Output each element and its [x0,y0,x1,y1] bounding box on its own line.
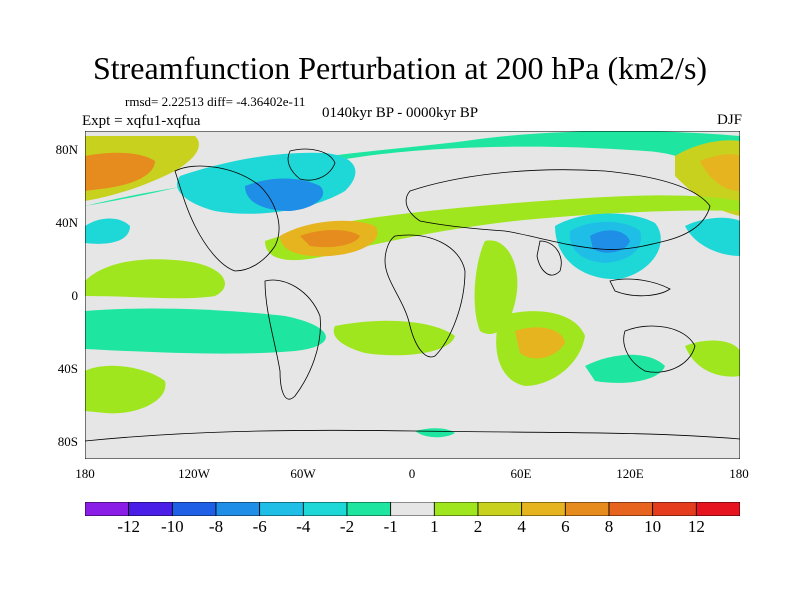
colorbar-label: -2 [339,517,355,536]
period-label: 0140kyr BP - 0000kyr BP [322,105,479,121]
colorbar-label: 8 [604,517,614,536]
colorbar-label: 2 [473,517,483,536]
colorbar-segment [521,502,566,516]
coast-maritime-asia [609,278,671,297]
contour-neg-north-core [245,178,324,211]
colorbar-segment [128,502,173,516]
coast-antarctica [85,429,740,442]
colorbar-segment [390,502,435,516]
colorbar-segment [259,502,304,516]
contour-neg-north-band [85,131,740,206]
coast-south-america [264,279,321,400]
coast-india [536,240,562,276]
contour-pos-subtropic-pacific [85,259,225,299]
contour-pos-south-pacific-east [685,340,740,377]
colorbar-segment [302,502,348,516]
colorbar-label: 6 [561,517,570,536]
contour-pos-south-atlantic [333,320,455,356]
y-tick-80s: 80S [57,434,78,449]
y-tick-0: 0 [71,288,79,303]
colorbar-label: 10 [644,517,662,536]
contour-pos-midlat-band [265,195,740,261]
streamfunction-map [85,131,740,459]
y-tick-40n: 40N [55,215,78,230]
colorbar-label: 4 [517,517,526,536]
experiment-label: Expt = xqfu1-xqfua [82,113,201,129]
contour-neg-south-pacific [85,308,326,354]
colorbar-label: 1 [430,517,439,536]
colorbar-segment [171,502,217,516]
colorbar-segment [695,502,740,516]
contour-pos-indian-core [515,327,565,359]
rmsd-diff-stats: rmsd= 2.22513 diff= -4.36402e-11 [125,94,306,109]
colorbar-label: -4 [296,517,311,536]
colorbar-segment [652,502,697,516]
colorbar-label: -6 [252,517,267,536]
colorbar-label: -8 [208,517,224,536]
contour-pos-east-core [700,154,740,191]
x-tick-60w: 60W [290,466,316,481]
contour-neg-west-pacific-east [685,217,740,256]
contour-neg-south-indian [585,354,665,383]
map-title: Streamfunction Perturbation at 200 hPa (… [92,50,708,86]
coast-eurasia [405,169,711,250]
coastlines [85,148,740,442]
contour-pos-africa [474,240,518,335]
colorbar-segment [85,502,130,516]
contour-neg-west-pacific [85,218,130,244]
coast-north-america [174,165,280,272]
y-tick-80n: 80N [55,142,78,157]
coast-greenland [287,148,336,181]
colorbar-label: -1 [383,517,398,536]
coast-australia [623,325,696,373]
x-tick-60e: 60E [510,466,532,481]
coast-africa [384,234,466,358]
colorbar-segment [215,502,261,516]
y-tick-40s: 40S [57,361,78,376]
contour-pos-atlantic-core [300,230,360,248]
colorbar [85,502,740,516]
colorbar-segment [433,502,479,516]
colorbar-segment [477,502,523,516]
season-label: DJF [716,112,742,128]
contour-neg-antarctic [415,428,455,438]
colorbar-label: -12 [117,517,140,536]
colorbar-label: -10 [160,517,184,536]
colorbar-segment [564,502,610,516]
x-tick-180e: 180 [729,466,749,481]
colorbar-segment [346,502,392,516]
contour-pos-pacific-core [85,152,155,191]
x-tick-0: 0 [408,466,416,481]
contour-neg-asia-core [590,230,630,253]
contour-pos-south-pacific-west [85,365,166,414]
x-tick-120e: 120E [616,466,644,481]
x-tick-120w: 120W [178,466,210,481]
x-tick-180w: 180 [75,466,95,481]
colorbar-segment [608,502,654,516]
colorbar-label: 12 [687,517,705,536]
